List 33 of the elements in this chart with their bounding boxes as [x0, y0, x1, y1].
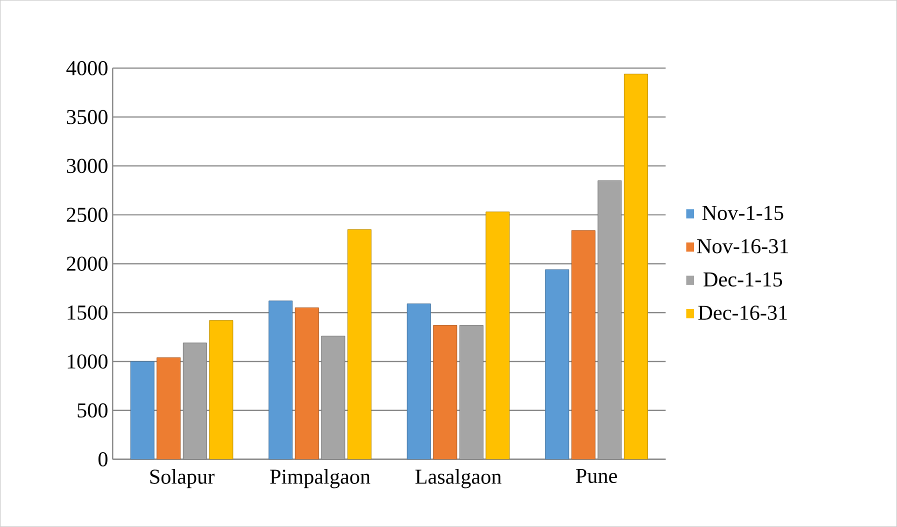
- legend-label: Nov-16-31: [697, 239, 788, 254]
- bar: [130, 361, 154, 460]
- x-tick-label: Lasalgaon: [415, 469, 502, 488]
- y-tick-label: 4000: [66, 61, 108, 76]
- bar: [268, 300, 293, 460]
- bar: [294, 307, 319, 460]
- y-tick-label: 2500: [66, 208, 108, 222]
- bar: [347, 229, 372, 460]
- bar: [624, 74, 648, 460]
- bar: [486, 212, 510, 460]
- x-tick-label: Pimpalgaon: [270, 469, 370, 488]
- y-tick-label: 2000: [66, 256, 108, 271]
- bar: [209, 320, 234, 460]
- bar: [182, 342, 207, 460]
- legend-label: Nov-1-15: [702, 206, 784, 220]
- bar: [433, 325, 458, 460]
- legend-label: Dec-1-15: [704, 272, 782, 287]
- y-tick-label: 3500: [66, 110, 108, 124]
- bar: [156, 357, 181, 460]
- bar: [459, 325, 484, 460]
- y-tick-label: 500: [78, 403, 108, 418]
- y-tick-label: 0: [98, 452, 108, 466]
- bar: [571, 230, 596, 460]
- legend-label: Dec-16-31: [698, 306, 787, 320]
- y-tick-label: 1000: [68, 354, 108, 369]
- y-tick-label: 3000: [66, 158, 108, 174]
- bar: [598, 180, 622, 460]
- x-tick-label: Solapur: [150, 469, 214, 488]
- bar: [321, 336, 346, 460]
- x-tick-label: Pune: [576, 468, 617, 484]
- y-tick-label: 1500: [68, 305, 108, 320]
- bar: [406, 304, 431, 460]
- bar: [545, 269, 570, 460]
